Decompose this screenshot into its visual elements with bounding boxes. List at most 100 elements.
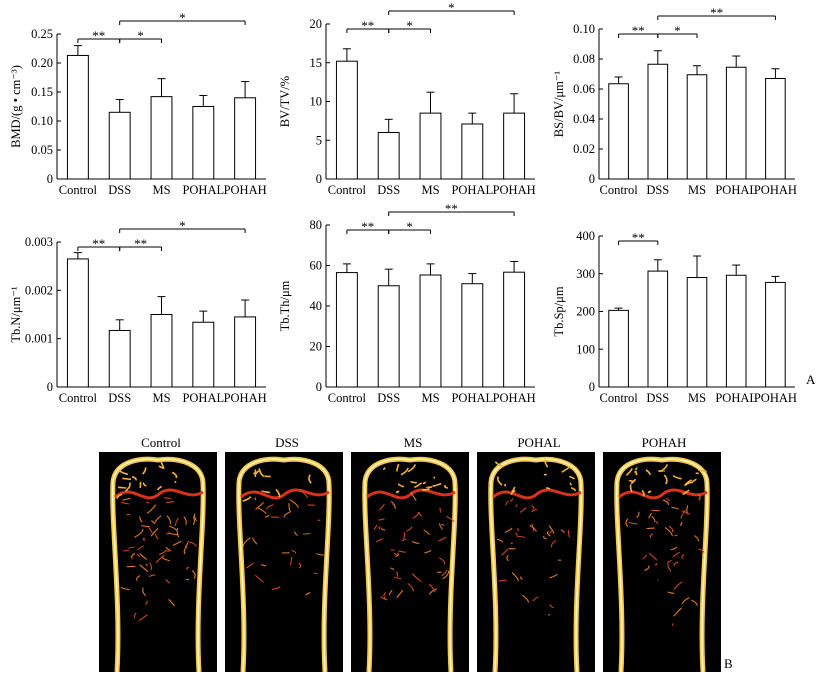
bar-dss	[108, 111, 131, 180]
y-tick-label: 15	[310, 56, 323, 70]
bar-pohal	[725, 274, 747, 388]
micro-ct-scan-dss	[225, 452, 343, 672]
y-tick-label: 20	[310, 17, 323, 31]
bar-pohah	[503, 271, 526, 388]
image-label-control: Control	[141, 435, 181, 450]
bar-dss	[377, 285, 400, 388]
x-tick-label: Control	[328, 183, 367, 197]
significance-stars: **	[632, 230, 645, 245]
x-tick-label: Control	[599, 183, 638, 197]
y-tick-label: 0	[316, 380, 322, 394]
x-tick-label: POHAL	[182, 183, 224, 197]
micro-ct-scan-control	[99, 452, 217, 672]
significance-stars: *	[448, 0, 455, 15]
bar-control	[608, 309, 629, 388]
x-tick-label: POHAH	[754, 183, 797, 197]
y-tick-label: 0.10	[573, 22, 595, 36]
y-axis-label: Tb.N/μm⁻¹	[9, 286, 23, 343]
bone-rendering	[488, 456, 584, 672]
bar-ms	[686, 74, 708, 180]
x-tick-label: MS	[688, 183, 706, 197]
significance-stars: *	[179, 218, 186, 233]
x-tick-label: MS	[688, 391, 706, 405]
y-tick-label: 10	[310, 95, 323, 109]
significance-stars: *	[406, 219, 413, 234]
y-tick-label: 0.06	[573, 82, 595, 96]
x-tick-label: DSS	[377, 183, 400, 197]
bar-dss	[647, 63, 669, 180]
x-tick-label: MS	[152, 391, 170, 405]
bar-pohah	[503, 112, 526, 180]
bar-ms	[686, 277, 708, 388]
bar-control	[66, 258, 89, 388]
bone-rendering	[110, 456, 206, 672]
bar-ms	[419, 274, 442, 388]
x-tick-label: DSS	[646, 183, 669, 197]
image-label-dss: DSS	[275, 435, 299, 450]
bar-pohal	[725, 66, 747, 180]
chart-0: 0 0.05 0.10 0.15 0.20 0.25 BMD/(g • cm⁻³) Contr…	[9, 10, 267, 197]
y-tick-label: 0.15	[31, 85, 53, 99]
x-tick-label: Control	[328, 391, 367, 405]
y-tick-label: 60	[310, 259, 323, 273]
bone-rendering	[362, 456, 458, 672]
y-tick-label: 20	[310, 340, 323, 354]
micro-ct-scan-pohah	[603, 452, 721, 672]
panel-label-b: B	[724, 656, 733, 671]
significance-stars: **	[445, 201, 458, 216]
x-tick-label: Control	[599, 391, 638, 405]
bar-dss	[108, 329, 131, 388]
bar-pohah	[765, 281, 786, 388]
significance-stars: **	[361, 18, 374, 33]
x-tick-label: POHAH	[493, 183, 536, 197]
x-tick-label: MS	[152, 183, 170, 197]
x-tick-label: Control	[59, 183, 98, 197]
x-tick-label: DSS	[108, 391, 131, 405]
panel-label-a: A	[806, 372, 816, 387]
y-tick-label: 400	[576, 229, 595, 243]
image-label-pohah: POHAH	[641, 435, 687, 450]
x-tick-label: Control	[59, 391, 98, 405]
y-axis-label: BV/TV/%	[278, 76, 292, 127]
y-tick-label: 0.20	[31, 56, 53, 70]
x-tick-label: POHAH	[754, 391, 797, 405]
y-tick-label: 0.10	[31, 114, 53, 128]
bar-control	[335, 60, 358, 180]
bar-control	[335, 272, 358, 388]
y-tick-label: 0	[316, 172, 322, 186]
bar-pohal	[461, 283, 484, 388]
bar-ms	[419, 112, 442, 180]
significance-stars: **	[92, 28, 105, 43]
x-tick-label: MS	[421, 183, 439, 197]
significance-stars: **	[710, 5, 723, 20]
y-tick-label: 0.02	[573, 142, 595, 156]
x-tick-label: DSS	[108, 183, 131, 197]
y-tick-label: 0.08	[573, 52, 595, 66]
bone-rendering	[236, 456, 332, 672]
x-tick-label: POHAH	[224, 391, 267, 405]
x-tick-label: DSS	[646, 391, 669, 405]
bar-pohah	[234, 316, 257, 388]
bar-dss	[377, 132, 400, 180]
x-tick-label: POHAH	[224, 183, 267, 197]
chart-2: 0 0.02 0.04 0.06 0.08 0.10 BS/BV/μm⁻¹ Control DS…	[552, 5, 797, 197]
significance-stars: **	[632, 23, 645, 38]
bar-dss	[647, 270, 669, 388]
bar-charts-panel-a: 0 0.05 0.10 0.15 0.20 0.25 BMD/(g • cm⁻³) Contr…	[9, 0, 797, 405]
significance-stars: *	[137, 28, 144, 43]
significance-stars: *	[674, 23, 681, 38]
x-tick-label: POHAL	[182, 391, 224, 405]
significance-stars: *	[406, 18, 413, 33]
y-tick-label: 0	[47, 172, 53, 186]
y-tick-label: 5	[316, 133, 322, 147]
y-axis-label: Tb.Th/μm	[278, 280, 292, 331]
bar-pohah	[234, 97, 257, 180]
bar-control	[608, 83, 629, 180]
x-tick-label: DSS	[377, 391, 400, 405]
y-tick-label: 0.04	[573, 112, 596, 126]
y-tick-label: 200	[576, 305, 595, 319]
x-tick-label: MS	[421, 391, 439, 405]
y-tick-label: 0.05	[31, 143, 53, 157]
x-tick-label: POHAL	[715, 183, 757, 197]
